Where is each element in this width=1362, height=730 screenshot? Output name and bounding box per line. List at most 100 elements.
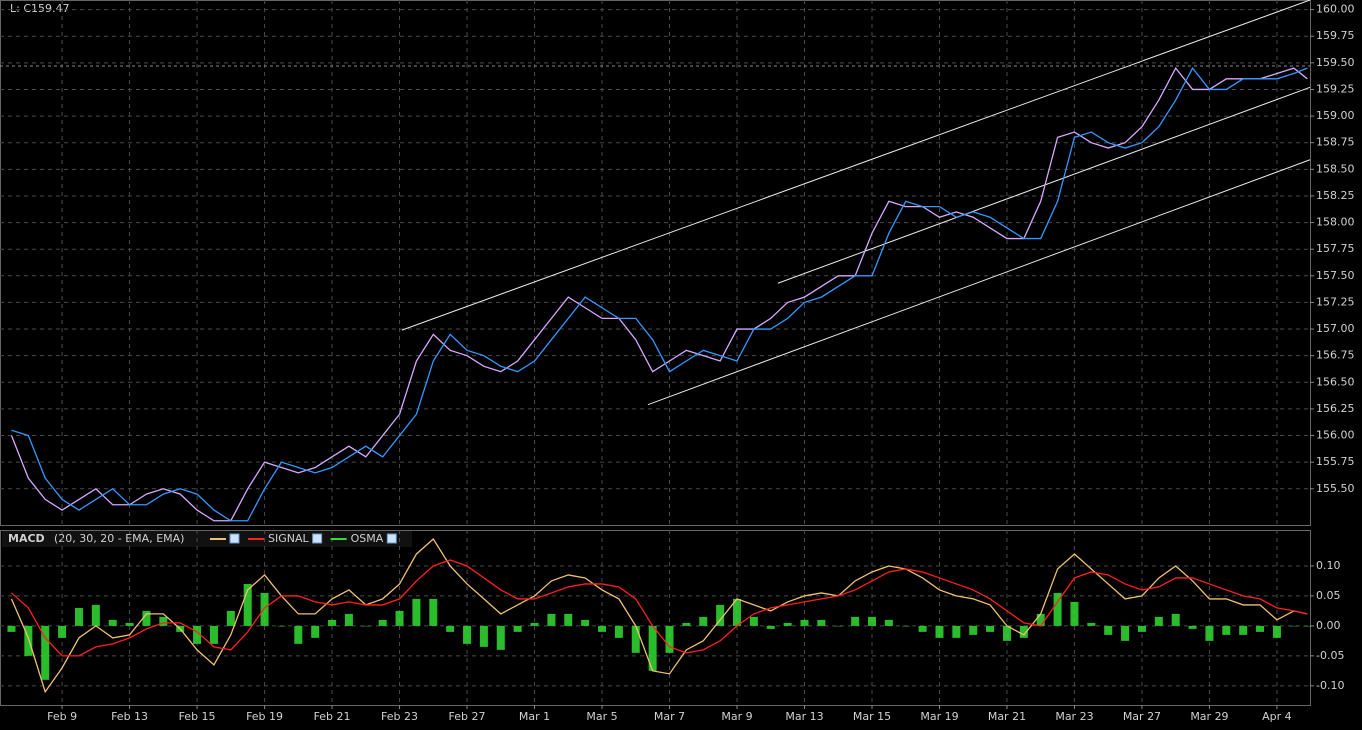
x-tick-label: Mar 1 (519, 710, 550, 723)
y-tick-label: 0.00 (1316, 619, 1341, 632)
y-tick-label: 157.75 (1316, 242, 1355, 255)
y-tick-label: 156.25 (1316, 402, 1355, 415)
histogram-bar (7, 625, 16, 632)
y-tick-label: 159.25 (1316, 82, 1355, 95)
x-tick-label: Mar 9 (721, 710, 752, 723)
histogram-bar (1036, 613, 1045, 626)
histogram-bar (1002, 625, 1011, 641)
x-tick-label: Feb 15 (179, 710, 216, 723)
histogram-bar (733, 598, 742, 626)
histogram-bar (361, 625, 370, 627)
histogram-bar (648, 625, 657, 671)
x-tick-label: Mar 13 (785, 710, 823, 723)
trendline (647, 159, 1311, 406)
y-tick-label: 155.50 (1316, 482, 1355, 495)
histogram-bar (851, 616, 860, 626)
histogram-bar (1053, 592, 1062, 626)
histogram-bar (547, 613, 556, 626)
y-tick-label: 157.00 (1316, 322, 1355, 335)
histogram-bar (614, 625, 623, 638)
y-tick-label: 158.50 (1316, 162, 1355, 175)
histogram-bar (446, 625, 455, 632)
y-tick-label: 156.75 (1316, 349, 1355, 362)
histogram-bar (125, 622, 134, 626)
histogram-bar (935, 625, 944, 638)
histogram-bar (344, 613, 353, 626)
x-tick-label: Feb 23 (381, 710, 418, 723)
x-tick-label: Mar 27 (1123, 710, 1161, 723)
y-tick-label: 159.50 (1316, 56, 1355, 69)
histogram-bar (429, 598, 438, 626)
histogram-bar (1104, 625, 1113, 635)
histogram-bar (243, 583, 252, 626)
y-tick-label: 156.50 (1316, 375, 1355, 388)
histogram-bar (378, 619, 387, 626)
trendline (401, 0, 1311, 331)
x-tick-label: Apr 4 (1262, 710, 1292, 723)
histogram-bar (193, 625, 202, 644)
histogram-bar (986, 625, 995, 632)
histogram-bar (969, 625, 978, 635)
histogram-bar (1171, 613, 1180, 626)
y-tick-label: 158.25 (1316, 189, 1355, 202)
x-tick-label: Feb 21 (314, 710, 351, 723)
histogram-bar (1121, 625, 1130, 641)
histogram-bar (1272, 625, 1281, 638)
histogram-bar (1137, 625, 1146, 632)
histogram-bar (108, 619, 117, 626)
x-tick-label: Mar 15 (853, 710, 891, 723)
y-tick-label: 0.10 (1316, 559, 1341, 572)
macd-legend-bg (2, 531, 412, 547)
legend-label: OSMA (351, 532, 384, 545)
histogram-bar (159, 616, 168, 626)
histogram-bar (1256, 625, 1265, 632)
histogram-bar (496, 625, 505, 650)
histogram-bar (952, 625, 961, 638)
macd-title: MACD (8, 532, 45, 545)
y-tick-label: 158.00 (1316, 216, 1355, 229)
histogram-bar (277, 625, 286, 627)
histogram-bar (800, 619, 809, 626)
last-price-label: L: C159.47 (10, 2, 70, 15)
histogram-bar (1222, 625, 1231, 635)
histogram-bar (884, 619, 893, 626)
histogram-bar (749, 616, 758, 626)
series-line (11, 66, 1308, 522)
histogram-bar (1205, 625, 1214, 641)
x-tick-label: Mar 7 (654, 710, 685, 723)
histogram-bar (581, 619, 590, 626)
x-tick-label: Feb 19 (246, 710, 283, 723)
y-tick-label: 159.00 (1316, 109, 1355, 122)
y-tick-label: 159.75 (1316, 29, 1355, 42)
histogram-bar (564, 613, 573, 626)
histogram-bar (1239, 625, 1248, 635)
histogram-bar (817, 619, 826, 626)
histogram-bar (328, 619, 337, 626)
histogram-bar (260, 592, 269, 626)
legend-label: SIGNAL (268, 532, 310, 545)
y-tick-label: 157.50 (1316, 269, 1355, 282)
histogram-bar (463, 625, 472, 644)
price-panel (0, 0, 1311, 526)
histogram-bar (867, 616, 876, 626)
histogram-bar (294, 625, 303, 644)
histogram-bar (1154, 616, 1163, 626)
histogram-bar (479, 625, 488, 647)
histogram-bar (513, 625, 522, 632)
histogram-bar (918, 625, 927, 632)
histogram-bar (716, 604, 725, 626)
histogram-bar (665, 625, 674, 653)
macd-params: (20, 30, 20 - EMA, EMA) (54, 532, 184, 545)
histogram-bar (699, 616, 708, 626)
histogram-bar (1019, 625, 1028, 638)
x-tick-label: Mar 21 (988, 710, 1026, 723)
histogram-bar (631, 625, 640, 653)
histogram-bar (1289, 625, 1298, 627)
histogram-bar (395, 610, 404, 626)
histogram-bar (1303, 625, 1312, 627)
x-tick-label: Mar 5 (586, 710, 617, 723)
histogram-bar (1087, 622, 1096, 626)
histogram-bar (58, 625, 67, 638)
histogram-bar (209, 625, 218, 644)
